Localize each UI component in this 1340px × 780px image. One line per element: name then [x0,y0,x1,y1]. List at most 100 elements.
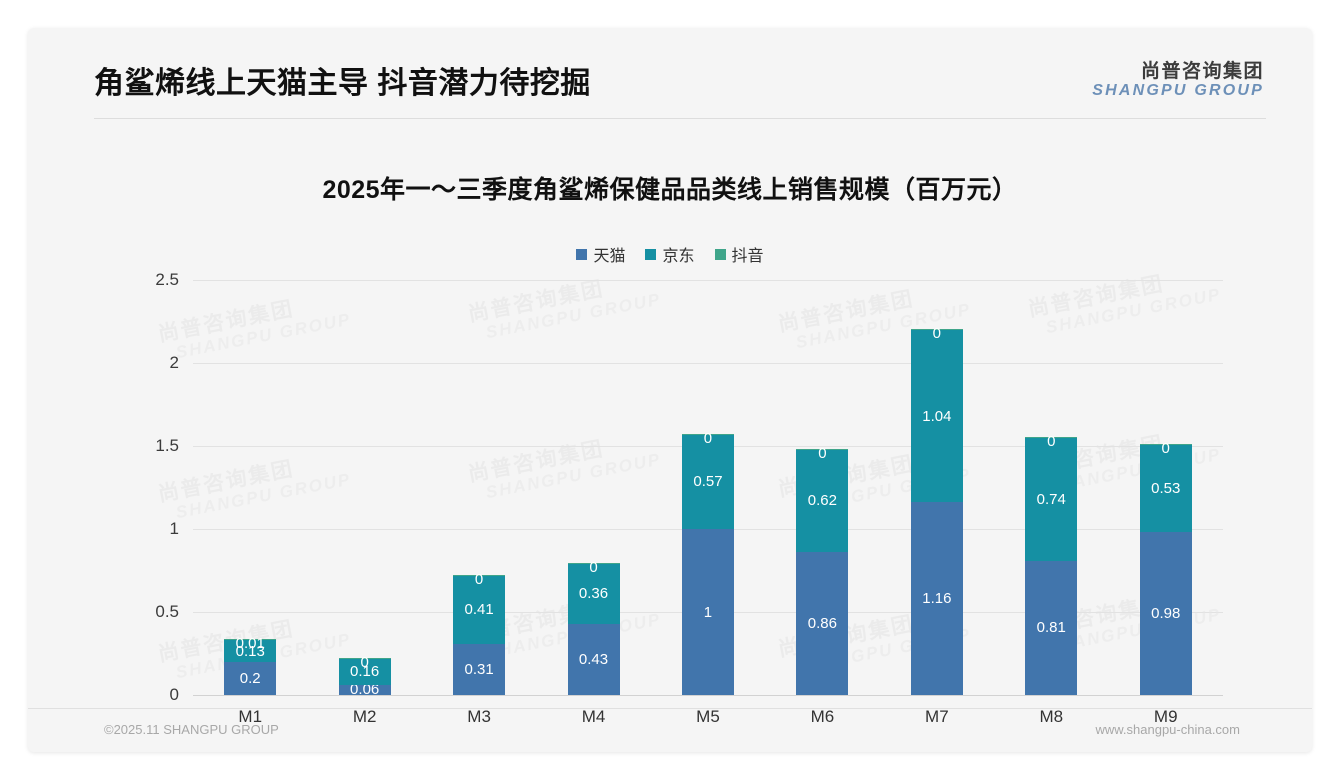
x-axis-tick: M9 [1153,707,1178,726]
x-axis-tick: M7 [925,707,949,726]
plot-area: 0 0.5 1 1.5 2 2.5 0.2 0.13 0.01 M1 0.06 0.16 0 M2 0.3… [155,270,1223,726]
legend-label: 京东 [662,248,695,265]
bar-segment-抖音[interactable]: 0 [338,655,391,670]
bar-segment-天猫[interactable]: 0.81 [1025,560,1078,695]
y-axis-tick: 1 [169,519,179,538]
bar-group: 0.2 0.13 0.01 M1 0.06 0.16 0 M2 0.31 0.41 0 M3 0.43 0… [193,280,1223,726]
header-divider [94,118,1266,119]
bar-value-label: 0.01 [235,634,265,652]
x-axis-tick: M8 [1039,707,1064,726]
bar-value-label: 0.74 [1036,490,1066,508]
x-axis-tick: M5 [696,707,720,726]
bar-value-label: 0.62 [807,492,837,510]
bar-segment-天猫[interactable]: 0.43 [567,623,620,695]
bar-column-M3[interactable]: 0.31 0.41 0 M3 [422,280,536,726]
bar-value-label: 0.36 [578,585,609,603]
bar-segment-京东[interactable]: 1.04 [910,329,963,503]
slide-header: 角鲨烯线上天猫主导 抖音潜力待挖掘 尚普咨询集团 SHANGPU GROUP [28,28,1312,120]
bar-segment-天猫[interactable]: 0.31 [453,643,506,695]
bar-column-M7[interactable]: 1.16 1.04 0 M7 [880,280,994,726]
bar-stack: 0.06 0.16 0 [338,655,391,699]
x-axis-tick: M6 [810,707,835,726]
legend-item-抖音[interactable]: 抖音 [714,242,764,266]
y-axis-tick: 0 [169,685,179,704]
bar-value-label: 0.53 [1151,479,1181,497]
bar-segment-抖音[interactable]: 0 [681,431,734,446]
footer-divider [28,708,1312,709]
bar-column-M6[interactable]: 0.86 0.62 0 M6 [765,280,879,726]
bar-segment-天猫[interactable]: 1 [681,529,734,695]
bar-segment-京东[interactable]: 0.57 [681,434,734,529]
bar-segment-抖音[interactable]: 0 [453,572,506,587]
bar-segment-京东[interactable]: 0.13 [224,640,277,662]
bar-stack: 0.86 0.62 0 [796,446,849,695]
footer-website[interactable]: www.shangpu-china.com [1095,722,1240,737]
x-axis-tick: M2 [352,707,377,726]
chart-container: 2025年一～三季度角鲨烯保健品品类线上销售规模（百万元） 尚普咨询集团 SHAN… [28,120,1312,726]
bar-segment-京东[interactable]: 0.74 [1025,437,1078,561]
slide-footer: ©2025.11 SHANGPU GROUP www.shangpu-china… [28,708,1312,752]
bar-segment-抖音[interactable]: 0 [910,326,963,341]
gridline [193,695,1223,696]
bar-value-label: 1 [703,603,713,621]
bar-value-label: 0 [1161,439,1170,457]
bar-segment-京东[interactable]: 0.16 [338,658,391,686]
bar-segment-天猫[interactable]: 0.98 [1139,532,1192,695]
bar-segment-天猫[interactable]: 0.06 [338,681,391,699]
bar-column-M5[interactable]: 1 0.57 0 M5 [651,280,765,726]
bar-value-label: 0.06 [350,681,380,699]
bar-value-label: 0.2 [239,669,261,687]
bar-segment-京东[interactable]: 0.36 [567,563,620,624]
logo-text-cn: 尚普咨询集团 [1140,61,1264,82]
bar-stack: 0.31 0.41 0 [453,572,506,695]
bar-stack: 1.16 1.04 0 [910,326,963,695]
bar-segment-京东[interactable]: 0.62 [796,449,849,553]
bar-segment-京东[interactable]: 0.41 [453,575,506,644]
bar-segment-抖音[interactable]: 0 [567,560,620,575]
page-title: 角鲨烯线上天猫主导 抖音潜力待挖掘 [94,67,591,100]
bar-column-M4[interactable]: 0.43 0.36 0 M4 [536,280,650,726]
legend-swatch-icon [576,248,588,260]
bar-segment-天猫[interactable]: 0.2 [224,661,277,695]
bar-value-label: 0.41 [464,601,494,619]
bar-value-label: 0 [818,444,827,462]
brand-logo: 尚普咨询集团 SHANGPU GROUP [1092,62,1264,100]
bar-value-label: 0.86 [807,615,837,633]
bar-segment-抖音[interactable]: 0.01 [224,636,277,651]
bar-stack: 0.98 0.53 0 [1139,441,1192,695]
slide-canvas: 角鲨烯线上天猫主导 抖音潜力待挖掘 尚普咨询集团 SHANGPU GROUP 2… [28,28,1312,752]
bar-segment-抖音[interactable]: 0 [1025,434,1078,449]
bar-column-M2[interactable]: 0.06 0.16 0 M2 [307,280,421,726]
x-axis-tick: M3 [467,707,491,726]
x-axis-tick: M1 [238,707,263,726]
legend-label: 天猫 [593,248,626,265]
bar-stack: 0.43 0.36 0 [567,560,620,695]
bar-segment-天猫[interactable]: 1.16 [910,502,963,695]
legend-swatch-icon [714,248,726,260]
legend-item-天猫[interactable]: 天猫 [576,242,625,266]
bar-value-label: 0.81 [1036,619,1066,637]
bar-value-label: 0 [589,559,598,577]
legend-item-京东[interactable]: 京东 [645,242,695,266]
footer-copyright: ©2025.11 SHANGPU GROUP [104,722,279,737]
bar-column-M8[interactable]: 0.81 0.74 0 M8 [994,280,1108,726]
bar-segment-抖音[interactable]: 0 [796,446,849,461]
bar-column-M1[interactable]: 0.2 0.13 0.01 M1 [193,280,307,726]
bar-segment-京东[interactable]: 0.53 [1139,444,1192,533]
bar-value-label: 0.16 [350,663,380,681]
bar-segment-抖音[interactable]: 0 [1139,441,1192,456]
bar-value-label: 0 [1047,433,1056,451]
x-axis-tick: M4 [581,707,606,726]
logo-text-en: SHANGPU GROUP [1092,81,1264,99]
bar-stack: 1 0.57 0 [681,431,734,695]
y-axis-tick: 2.5 [155,270,179,289]
y-axis-tick: 2 [169,353,179,372]
bar-column-M9[interactable]: 0.98 0.53 0 M9 [1109,280,1223,726]
bar-segment-天猫[interactable]: 0.86 [796,552,849,695]
chart-title: 2025年一～三季度角鲨烯保健品品类线上销售规模（百万元） [322,176,1018,204]
bar-value-label: 1.16 [922,590,952,608]
chart-legend: 天猫 京东 抖音 [28,242,1312,266]
legend-label: 抖音 [731,248,764,265]
bar-value-label: 0 [703,429,713,447]
bar-stack: 0.81 0.74 0 [1025,434,1078,695]
